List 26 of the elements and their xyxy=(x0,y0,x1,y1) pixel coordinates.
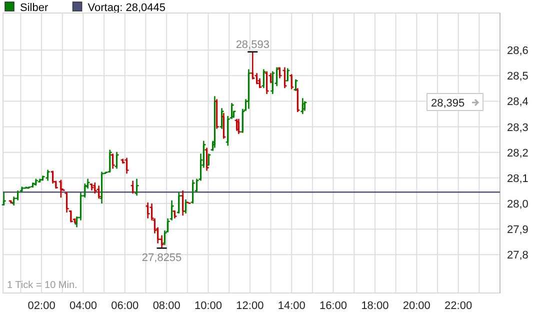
x-tick-label: 16:00 xyxy=(320,300,348,312)
y-tick-label: 28,3 xyxy=(507,122,528,134)
x-tick-label: 08:00 xyxy=(152,300,180,312)
y-tick-label: 28,2 xyxy=(507,147,528,160)
y-tick-label: 27,9 xyxy=(507,224,528,236)
x-tick-label: 14:00 xyxy=(278,300,306,312)
y-tick-label: 27,8 xyxy=(507,250,528,262)
x-tick-label: 02:00 xyxy=(28,300,56,312)
annotation: 28,395 xyxy=(431,98,465,110)
y-tick-label: 28,6 xyxy=(507,45,528,58)
x-tick-label: 06:00 xyxy=(111,300,139,312)
annotation: 1 Tick = 10 Min. xyxy=(7,280,78,291)
y-tick-label: 28,5 xyxy=(507,70,528,83)
legend-label: Vortag: 28,0445 xyxy=(88,2,166,14)
y-tick-label: 28,0 xyxy=(507,198,528,210)
x-tick-label: 20:00 xyxy=(402,300,430,312)
x-tick-label: 04:00 xyxy=(69,300,97,312)
x-tick-label: 10:00 xyxy=(194,300,222,312)
x-tick-label: 22:00 xyxy=(444,300,472,312)
annotation: 27,8255 xyxy=(142,252,182,264)
y-tick-label: 28,4 xyxy=(507,96,528,108)
annotation: 28,593 xyxy=(236,38,270,51)
x-tick-label: 18:00 xyxy=(361,300,389,312)
y-tick-label: 28,1 xyxy=(507,172,528,185)
x-tick-label: 12:00 xyxy=(236,300,264,312)
legend-label: Silber xyxy=(20,2,48,14)
